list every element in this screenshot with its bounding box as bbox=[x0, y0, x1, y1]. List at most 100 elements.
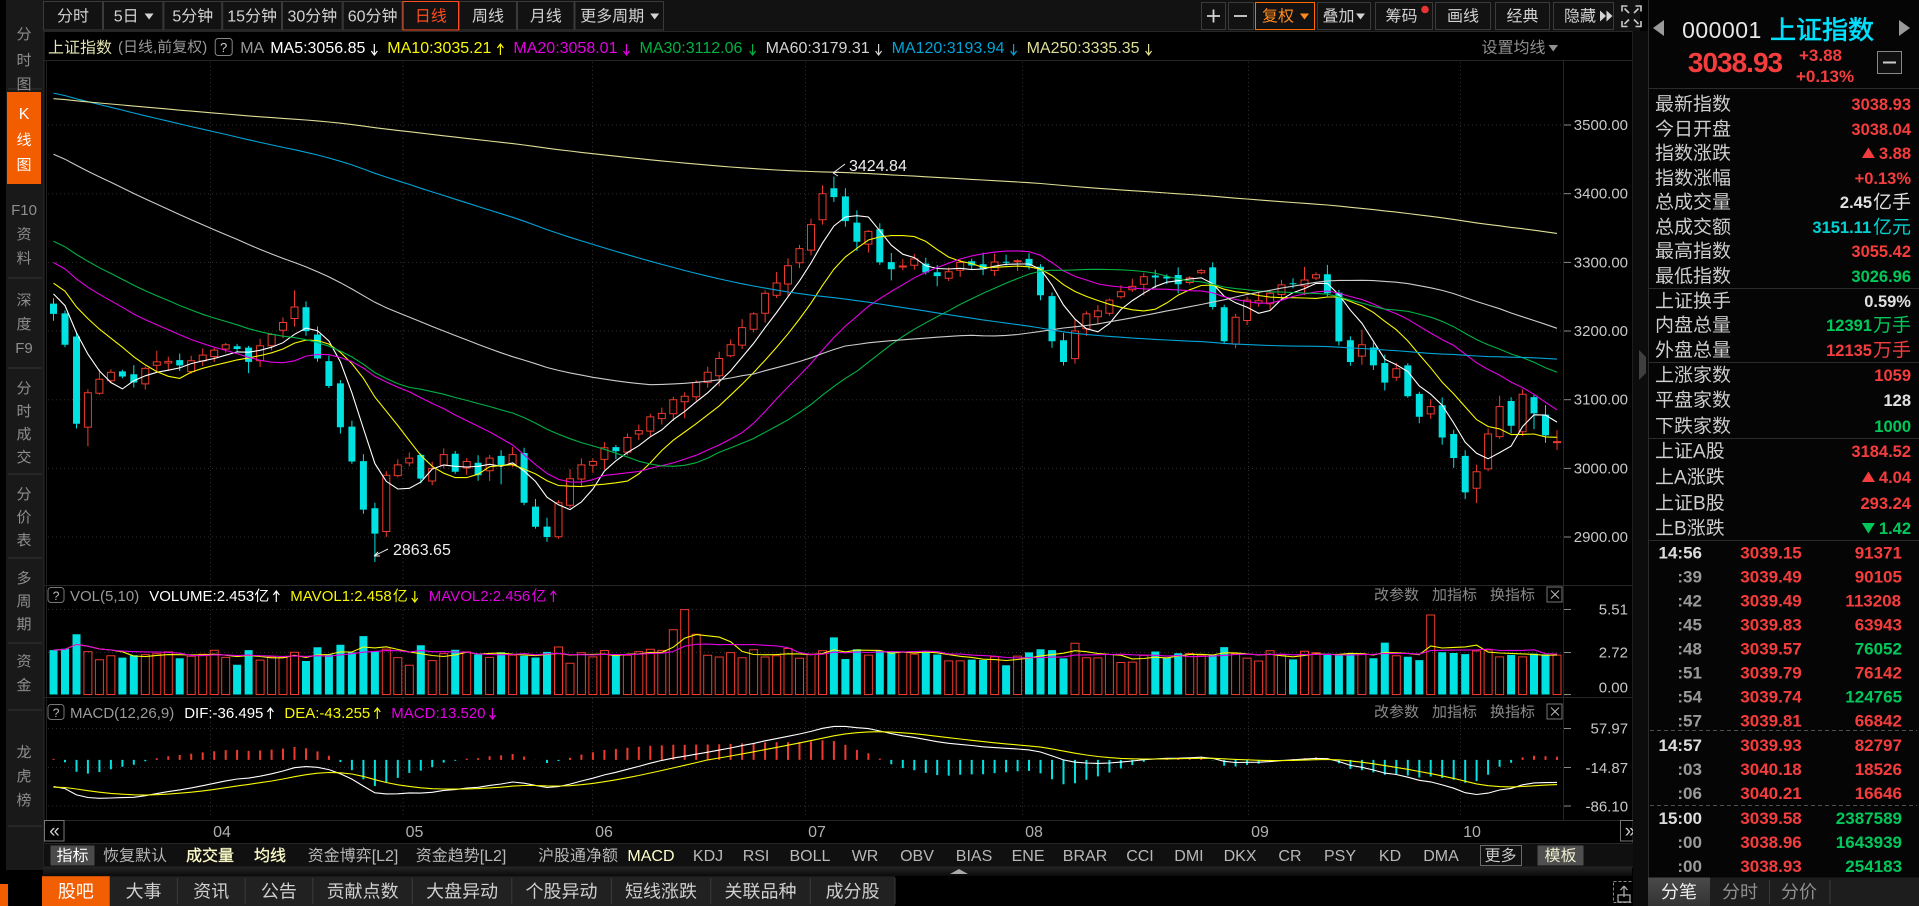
svg-text:128: 128 bbox=[1884, 392, 1912, 410]
svg-text::54: :54 bbox=[1677, 688, 1702, 707]
svg-text:15:00: 15:00 bbox=[1659, 809, 1702, 828]
svg-text:(: ( bbox=[118, 39, 123, 56]
svg-text:91371: 91371 bbox=[1855, 544, 1902, 563]
svg-text:DMI: DMI bbox=[1174, 848, 1203, 865]
svg-text:1643939: 1643939 bbox=[1836, 833, 1902, 852]
svg-text:+0.13%: +0.13% bbox=[1855, 170, 1912, 188]
svg-text::51: :51 bbox=[1677, 664, 1702, 683]
svg-text:CCI: CCI bbox=[1126, 848, 1154, 865]
svg-text:3039.49: 3039.49 bbox=[1740, 592, 1801, 611]
svg-text:3000.00: 3000.00 bbox=[1574, 460, 1628, 477]
svg-text:[L2]: [L2] bbox=[480, 848, 507, 865]
svg-text:-86.10: -86.10 bbox=[1586, 799, 1629, 816]
svg-text:14:56: 14:56 bbox=[1659, 544, 1702, 563]
svg-text:VOL(5,10): VOL(5,10) bbox=[70, 588, 139, 605]
svg-text:3040.18: 3040.18 bbox=[1740, 760, 1801, 779]
svg-text:3038.93: 3038.93 bbox=[1740, 857, 1801, 876]
svg-text::42: :42 bbox=[1677, 592, 1702, 611]
svg-text:3039.15: 3039.15 bbox=[1740, 544, 1801, 563]
svg-text::00: :00 bbox=[1677, 857, 1702, 876]
svg-text:3039.81: 3039.81 bbox=[1740, 712, 1801, 731]
svg-text:3040.21: 3040.21 bbox=[1740, 784, 1801, 803]
svg-text:0.00: 0.00 bbox=[1599, 680, 1628, 697]
svg-text:A: A bbox=[1674, 468, 1687, 489]
svg-text:BRAR: BRAR bbox=[1063, 848, 1107, 865]
svg-text:60: 60 bbox=[348, 9, 366, 26]
svg-text:3038.93: 3038.93 bbox=[1851, 96, 1911, 114]
svg-text:3300.00: 3300.00 bbox=[1574, 254, 1628, 271]
svg-text:3039.74: 3039.74 bbox=[1740, 688, 1802, 707]
svg-text:ENE: ENE bbox=[1012, 848, 1045, 865]
svg-text:90105: 90105 bbox=[1855, 568, 1902, 587]
svg-text:5: 5 bbox=[114, 9, 123, 26]
svg-text:08: 08 bbox=[1025, 824, 1043, 841]
svg-text:2900.00: 2900.00 bbox=[1574, 529, 1628, 546]
svg-text:3400.00: 3400.00 bbox=[1574, 186, 1628, 203]
svg-text:MACD: MACD bbox=[627, 848, 674, 865]
svg-text:[L2]: [L2] bbox=[372, 848, 399, 865]
svg-text:1.42: 1.42 bbox=[1879, 520, 1911, 538]
svg-text:OBV: OBV bbox=[900, 848, 934, 865]
svg-text:MA5:3056.85: MA5:3056.85 bbox=[270, 40, 365, 57]
svg-text:MACD(12,26,9): MACD(12,26,9) bbox=[70, 705, 174, 722]
svg-text:-14.87: -14.87 bbox=[1586, 760, 1629, 777]
svg-text:KDJ: KDJ bbox=[693, 848, 723, 865]
svg-text:18526: 18526 bbox=[1855, 760, 1902, 779]
svg-text:3039.79: 3039.79 bbox=[1740, 664, 1801, 683]
svg-text:«: « bbox=[49, 821, 60, 842]
svg-text:?: ? bbox=[53, 589, 60, 603]
svg-text:MA250:3335.35: MA250:3335.35 bbox=[1027, 40, 1140, 57]
svg-text:30: 30 bbox=[288, 9, 306, 26]
svg-text:09: 09 bbox=[1251, 824, 1269, 841]
svg-text:3055.42: 3055.42 bbox=[1851, 243, 1911, 261]
svg-text:16646: 16646 bbox=[1855, 784, 1902, 803]
svg-text:5: 5 bbox=[172, 9, 181, 26]
svg-text:WR: WR bbox=[852, 848, 879, 865]
svg-text:15: 15 bbox=[227, 9, 245, 26]
svg-text:MA60:3179.31: MA60:3179.31 bbox=[766, 40, 870, 57]
svg-text:CR: CR bbox=[1278, 848, 1301, 865]
svg-text:KD: KD bbox=[1379, 848, 1401, 865]
svg-text::03: :03 bbox=[1677, 760, 1702, 779]
svg-text:04: 04 bbox=[213, 824, 231, 841]
svg-text:3026.96: 3026.96 bbox=[1851, 268, 1911, 286]
svg-text:3184.52: 3184.52 bbox=[1851, 443, 1911, 461]
svg-text:76052: 76052 bbox=[1855, 640, 1902, 659]
svg-text:MAVOL2:2.456: MAVOL2:2.456 bbox=[429, 588, 530, 605]
svg-text:2387589: 2387589 bbox=[1836, 809, 1902, 828]
svg-text:2.72: 2.72 bbox=[1599, 645, 1628, 662]
svg-text:63943: 63943 bbox=[1855, 616, 1902, 635]
svg-text:4.04: 4.04 bbox=[1879, 469, 1912, 487]
svg-text:05: 05 bbox=[406, 824, 424, 841]
svg-text:000001: 000001 bbox=[1682, 17, 1762, 43]
svg-text:3039.93: 3039.93 bbox=[1740, 736, 1801, 755]
svg-text:3039.49: 3039.49 bbox=[1740, 568, 1801, 587]
svg-text:BOLL: BOLL bbox=[790, 848, 831, 865]
svg-text:3500.00: 3500.00 bbox=[1574, 117, 1628, 134]
svg-text:113208: 113208 bbox=[1845, 592, 1901, 611]
svg-text:12135: 12135 bbox=[1826, 342, 1872, 360]
svg-text:MA30:3112.06: MA30:3112.06 bbox=[640, 40, 743, 57]
svg-text:?: ? bbox=[53, 706, 60, 720]
svg-text::57: :57 bbox=[1677, 712, 1702, 731]
svg-text::00: :00 bbox=[1677, 833, 1702, 852]
svg-text:DMA: DMA bbox=[1423, 848, 1459, 865]
svg-text:82797: 82797 bbox=[1855, 736, 1902, 755]
svg-text:B: B bbox=[1674, 519, 1687, 540]
svg-text:MA: MA bbox=[240, 40, 264, 57]
svg-text:254183: 254183 bbox=[1845, 857, 1902, 876]
svg-text:2.45: 2.45 bbox=[1840, 194, 1872, 212]
svg-text:MA20:3058.01: MA20:3058.01 bbox=[513, 40, 617, 57]
svg-text:BIAS: BIAS bbox=[956, 848, 992, 865]
svg-text:57.97: 57.97 bbox=[1591, 721, 1629, 738]
svg-text:F9: F9 bbox=[15, 340, 33, 357]
svg-text:3038.93: 3038.93 bbox=[1688, 47, 1783, 78]
svg-text:RSI: RSI bbox=[743, 848, 770, 865]
svg-text:?: ? bbox=[220, 40, 227, 55]
svg-text:MA10:3035.21: MA10:3035.21 bbox=[387, 40, 491, 57]
svg-text:14:57: 14:57 bbox=[1659, 736, 1702, 755]
svg-text:3039.83: 3039.83 bbox=[1740, 616, 1801, 635]
svg-text:3038.96: 3038.96 bbox=[1740, 833, 1801, 852]
svg-text:+0.13%: +0.13% bbox=[1796, 67, 1854, 86]
svg-text:MA120:3193.94: MA120:3193.94 bbox=[892, 40, 1005, 57]
